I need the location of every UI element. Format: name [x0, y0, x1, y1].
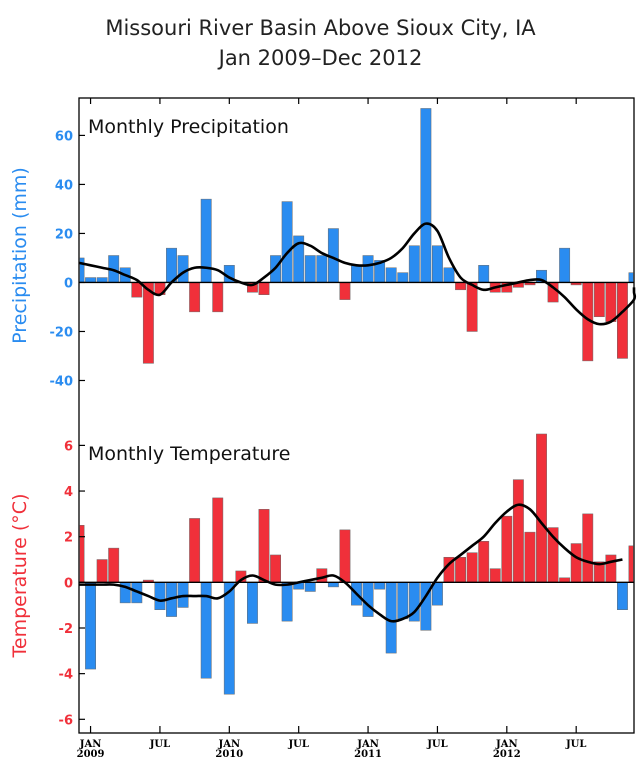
x-tick-label: JAN [217, 739, 240, 750]
temp-bar [432, 582, 443, 606]
temp-bar [108, 547, 120, 583]
precip-bar [85, 277, 96, 283]
precip-bar [316, 255, 328, 283]
temp-bar [96, 559, 108, 583]
precip-y-tick-label: 60 [55, 129, 73, 144]
precip-y-tick-label: -20 [50, 325, 74, 340]
temp-bar [455, 556, 466, 583]
precip-bar [79, 257, 85, 283]
precip-y-tick-label: -40 [50, 374, 74, 389]
precip-bar [593, 282, 605, 318]
temp-y-tick-label: -4 [59, 668, 73, 683]
temp-smooth-line [79, 503, 623, 623]
x-tick-year-label: 2010 [215, 749, 243, 757]
temp-bar [605, 554, 617, 583]
precip-bar [304, 255, 316, 283]
temp-bar [281, 582, 293, 622]
x-tick-label: JUL [287, 739, 308, 750]
precip-bar [212, 282, 224, 313]
x-tick-label: JUL [149, 739, 170, 750]
precip-bar [559, 247, 571, 283]
temp-bar [339, 529, 351, 583]
precip-bar [478, 265, 490, 283]
temp-bar [304, 582, 316, 592]
chart-title-line-1: Missouri River Basin Above Sioux City, I… [105, 16, 536, 40]
temp-bar [582, 513, 594, 583]
temp-bar [258, 509, 270, 583]
temp-y-axis-label: Temperature (°C) [9, 494, 31, 659]
precip-bar [258, 282, 270, 295]
precip-bar [617, 282, 628, 359]
precip-bar [339, 282, 351, 300]
temp-y-tick-label: 6 [64, 439, 73, 454]
chart-title-line-2: Jan 2009–Dec 2012 [218, 46, 423, 70]
precip-bar [96, 277, 108, 283]
precip-bar [281, 201, 293, 283]
precip-bar [432, 245, 443, 283]
temp-bar [189, 518, 201, 583]
precip-bar [166, 247, 177, 283]
x-tick-label: JAN [495, 739, 518, 750]
precip-bar [385, 267, 397, 283]
temp-bar [385, 582, 397, 654]
temp-bar [247, 582, 258, 624]
temp-bar [617, 582, 628, 610]
temp-bar [466, 552, 478, 583]
temp-bar [270, 554, 281, 583]
precip-bar [420, 108, 432, 283]
x-tick-year-label: 2012 [493, 749, 521, 757]
temp-y-tick-label: -2 [59, 622, 73, 637]
temp-bar [223, 582, 235, 695]
temp-panel-title: Monthly Temperature [88, 443, 290, 465]
precip-bar [443, 267, 455, 283]
precip-y-axis-label: Precipitation (mm) [9, 167, 31, 344]
temp-bar [154, 582, 166, 610]
temp-bar [478, 541, 490, 583]
precip-y-tick-label: 20 [55, 227, 73, 242]
temp-bar [489, 568, 501, 583]
temp-bar [570, 543, 582, 583]
x-tick-year-label: 2009 [77, 749, 105, 757]
precip-y-tick-label: 40 [55, 178, 73, 193]
temp-bar [501, 515, 513, 583]
precip-bar [408, 245, 420, 283]
temp-y-tick-label: 4 [64, 485, 73, 500]
temp-bar [374, 582, 386, 590]
precip-bar [628, 272, 634, 283]
precip-smooth-line [78, 222, 637, 326]
temp-y-tick-label: -6 [59, 713, 73, 728]
precip-bar [455, 282, 466, 291]
temp-y-tick-label: 2 [64, 531, 73, 546]
precip-bar [605, 282, 617, 322]
temp-bar [79, 525, 85, 583]
temp-bar [512, 479, 524, 583]
temp-bar [85, 582, 96, 670]
temp-y-tick-label: 0 [64, 576, 73, 591]
precip-bar [466, 282, 478, 332]
temp-bar [362, 582, 374, 617]
x-tick-label: JUL [565, 739, 586, 750]
temp-bar [212, 497, 224, 583]
precip-bar [362, 255, 374, 283]
precip-bar [351, 265, 362, 283]
temp-bar [397, 582, 409, 620]
x-tick-label: JAN [79, 739, 102, 750]
precip-panel-title: Monthly Precipitation [88, 116, 289, 138]
precip-bar [397, 272, 409, 283]
precip-bar [142, 282, 154, 364]
precip-bar [189, 282, 201, 313]
plot-frame [78, 97, 635, 734]
temp-bar [628, 545, 634, 583]
precip-bar [177, 255, 189, 283]
precip-y-tick-label: 0 [64, 276, 73, 291]
x-tick-year-label: 2011 [354, 749, 382, 757]
x-tick-label: JAN [356, 739, 379, 750]
x-tick-label: JUL [426, 739, 447, 750]
temp-bar [536, 433, 547, 583]
temp-bar [524, 531, 536, 583]
precip-bar [200, 198, 212, 283]
